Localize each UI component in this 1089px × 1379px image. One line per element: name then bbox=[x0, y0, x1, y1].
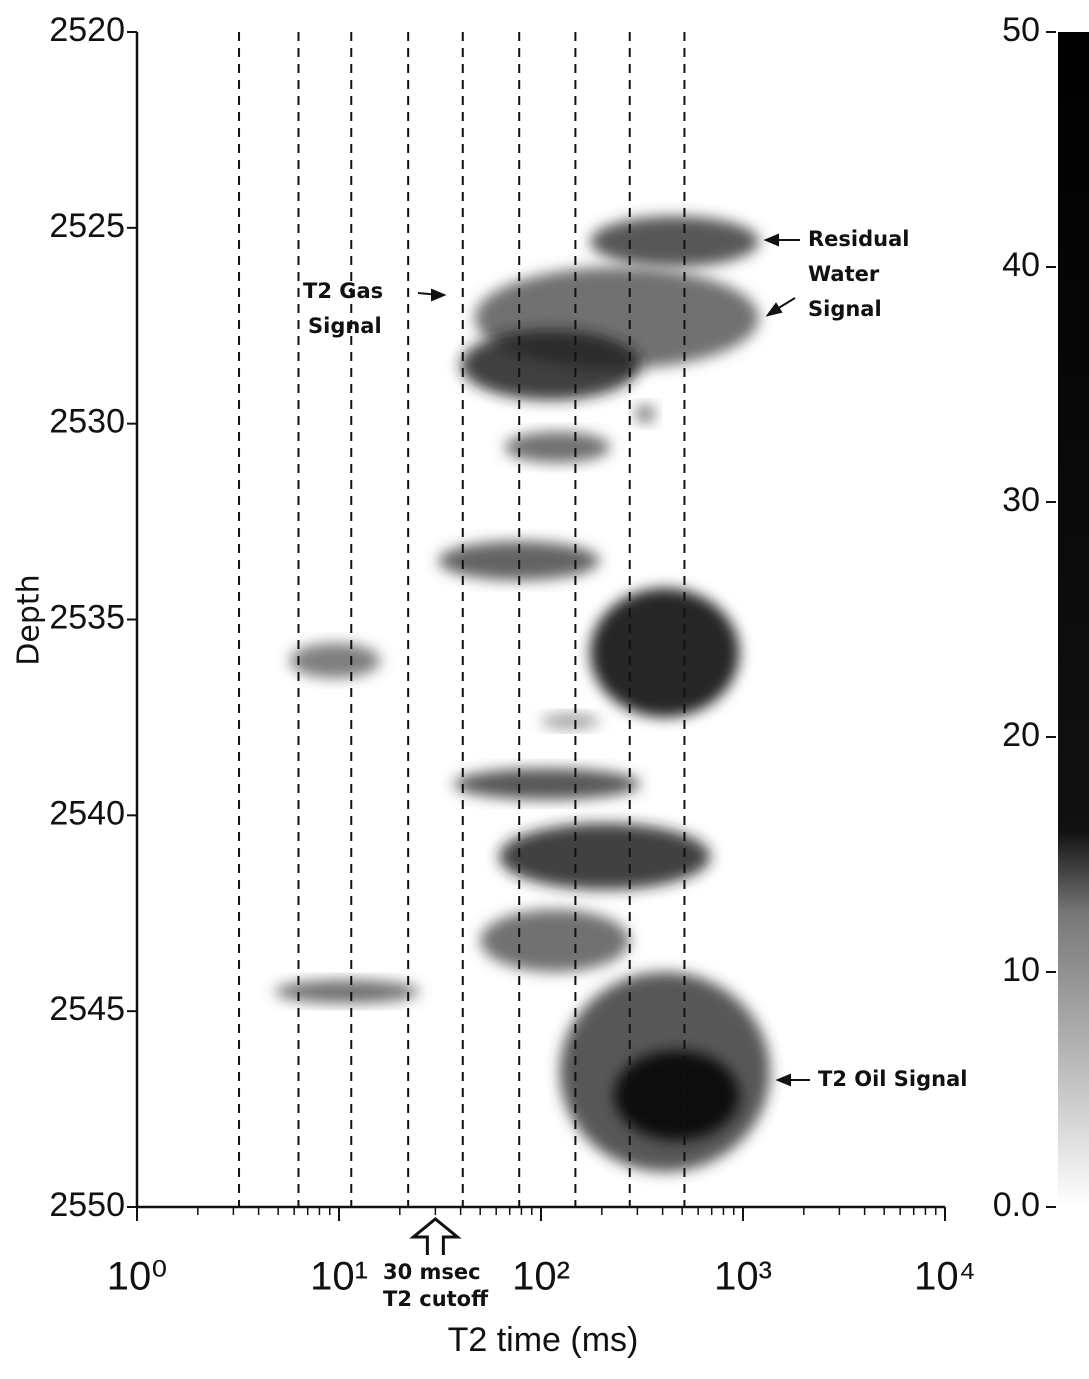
y-tick-label: 2540 bbox=[49, 794, 125, 832]
x-tick-label: 10⁴ bbox=[914, 1255, 976, 1299]
y-tick-label: 2550 bbox=[49, 1186, 125, 1224]
cell bbox=[614, 1050, 740, 1141]
y-tick-label: 2525 bbox=[49, 207, 125, 245]
cell bbox=[289, 643, 381, 679]
cell bbox=[453, 768, 641, 800]
reference-lines bbox=[238, 32, 686, 1207]
annotation: Water bbox=[808, 262, 880, 286]
axes: 2520 2525 2530 2535 2540 2545 2550 10⁰ 10¹ 10² 10³… bbox=[49, 11, 975, 1299]
colorbar-ticks: 0.0 10 20 30 40 50 bbox=[993, 11, 1056, 1224]
x-axis-label: T2 time (ms) bbox=[448, 1321, 639, 1359]
cell bbox=[480, 909, 630, 973]
annotation: T2 Oil Signal bbox=[818, 1067, 967, 1091]
cell bbox=[634, 404, 656, 424]
x-tick-label: 10² bbox=[512, 1255, 570, 1299]
annotation: T2 cutoff bbox=[383, 1287, 489, 1311]
y-tick-label: 2535 bbox=[49, 598, 125, 636]
cell bbox=[504, 431, 611, 463]
colorbar-tick-label: 20 bbox=[1002, 716, 1040, 754]
cell bbox=[590, 216, 759, 267]
colorbar-tick-label: 30 bbox=[1002, 481, 1040, 519]
x-tick-label: 10¹ bbox=[310, 1255, 368, 1299]
colorbar-tick-label: 40 bbox=[1002, 246, 1040, 284]
annotation: Residual bbox=[808, 227, 909, 251]
x-tick-label: 10⁰ bbox=[107, 1255, 168, 1299]
x-tick-label: 10³ bbox=[714, 1255, 772, 1299]
y-tick-label: 2530 bbox=[49, 403, 125, 441]
heatmap-cells bbox=[274, 216, 770, 1172]
y-tick-label: 2520 bbox=[49, 11, 125, 49]
cell bbox=[590, 588, 740, 718]
colorbar-tick-label: 50 bbox=[1002, 11, 1040, 49]
annotation: Signal bbox=[308, 314, 382, 338]
y-tick-label: 2545 bbox=[49, 990, 125, 1028]
colorbar bbox=[1058, 32, 1089, 1207]
annotation-arrows bbox=[417, 233, 810, 1087]
y-axis-label: Depth bbox=[12, 574, 47, 665]
annotations: Residual Water Signal T2 Gas Signal T2 Oil Si… bbox=[303, 227, 967, 1311]
cell bbox=[541, 713, 600, 730]
cell bbox=[274, 979, 420, 1004]
colorbar-tick-label: 0.0 bbox=[993, 1186, 1040, 1224]
colorbar-tick-label: 10 bbox=[1002, 951, 1040, 989]
annotation: 30 msec bbox=[383, 1260, 481, 1284]
cutoff-arrow bbox=[409, 1217, 462, 1255]
annotation: T2 Gas bbox=[303, 279, 383, 303]
cell bbox=[499, 823, 711, 890]
cell bbox=[460, 329, 641, 401]
annotation: Signal bbox=[808, 297, 882, 321]
